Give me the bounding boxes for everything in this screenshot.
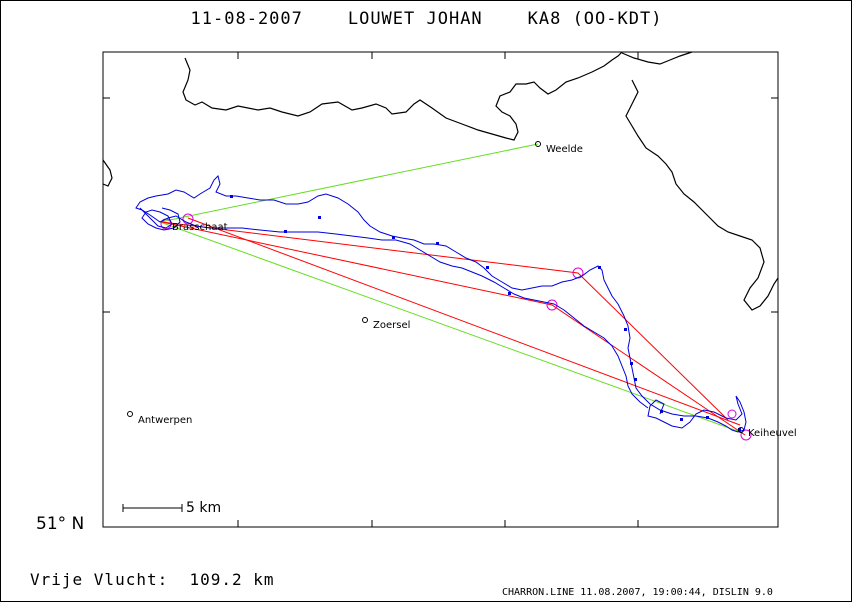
pilot-name: LOUWET JOHAN [347, 9, 483, 29]
distance-value: 109.2 km [189, 570, 275, 589]
start-line [158, 143, 741, 433]
distance-summary: Vrije Vlucht: 109.2 km [30, 570, 275, 589]
turnpoint-circle [182, 213, 194, 225]
task-leg-3 [187, 217, 741, 426]
flight-track [135, 175, 747, 433]
flight-track-outbound [159, 215, 649, 409]
place-label-antwerpen: Antwerpen [138, 415, 192, 426]
national-border-north [182, 51, 623, 141]
place-marker-antwerpen [127, 411, 133, 417]
latitude-label: 51° N [36, 514, 85, 534]
turnpoint-circle [740, 429, 752, 441]
axis-ticks [103, 52, 778, 527]
place-marker-keiheuvel [738, 427, 744, 433]
task-leg-2 [161, 221, 746, 436]
credit-line: CHARRON.LINE 11.08.2007, 19:00:44, DISLI… [502, 587, 773, 598]
scale-bar [122, 504, 183, 512]
national-border [102, 159, 113, 187]
task-leg-1 [161, 221, 729, 421]
flight-date: 11-08-2007 [190, 9, 303, 29]
plot-border [102, 51, 779, 528]
glider-id: KA8 (OO-KDT) [527, 9, 663, 29]
flight-track-local [139, 207, 181, 231]
place-label-zoersel: Zoersel [373, 320, 410, 331]
distance-label: Vrije Vlucht: [30, 570, 169, 589]
place-marker-zoersel [362, 317, 368, 323]
scale-bar-label: 5 km [186, 500, 222, 516]
place-label-brasschaat: Brasschaat [172, 222, 228, 233]
place-label-weelde: Weelde [546, 144, 583, 155]
place-marker-weelde [535, 141, 541, 147]
turnpoint-circle [546, 299, 558, 311]
track-markers [230, 195, 741, 431]
place-label-keiheuvel: Keiheuvel [748, 428, 797, 439]
national-border-southeast [625, 79, 779, 311]
map-title: 11-08-2007 LOUWET JOHAN KA8 (OO-KDT) [0, 9, 853, 29]
national-border-east [621, 51, 693, 65]
turnpoint-circle [727, 409, 737, 419]
